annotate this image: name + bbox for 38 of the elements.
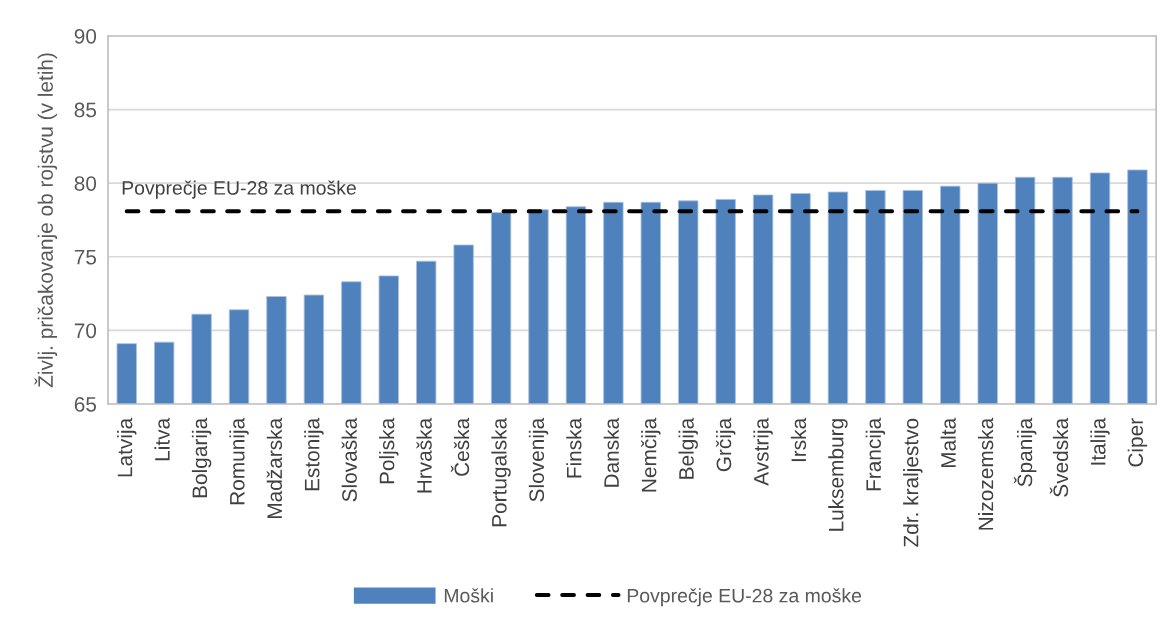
- y-tick-label: 70: [74, 323, 97, 339]
- y-tick-label: 65: [74, 396, 97, 412]
- x-tick-label: Litva: [154, 417, 170, 461]
- x-tick-label: Malta: [940, 417, 956, 468]
- y-tick-label: 90: [74, 28, 97, 44]
- x-tick-label: Slovaška: [341, 417, 357, 502]
- y-tick-label: 80: [74, 176, 97, 191]
- x-tick-label: Poljska: [379, 417, 399, 484]
- x-tick-label: Finska: [566, 417, 582, 478]
- x-tick-label: Madžarska: [266, 417, 283, 519]
- x-tick-label: Luksemburg: [828, 419, 848, 531]
- y-tick-label: 75: [74, 250, 97, 265]
- x-tick-label: Češka: [450, 417, 470, 476]
- x-tick-label: Ciper: [1127, 418, 1148, 467]
- x-tick-label: Slovenija: [528, 417, 549, 502]
- x-tick-label: Španija: [1013, 417, 1037, 487]
- annotation: Povprečje EU-28 za moške: [122, 180, 356, 199]
- x-tick-label: Zdr. kraljestvo: [903, 418, 923, 547]
- x-tick-label: Belgija: [678, 417, 698, 479]
- legend-label: Moški: [444, 588, 493, 603]
- x-tick-label: Estonija: [304, 417, 324, 491]
- x-tick-label: Grčija: [715, 417, 736, 472]
- x-tick-label: Danska: [603, 417, 619, 487]
- x-tick-label: Nemčija: [641, 417, 661, 492]
- x-tick-label: Hrvaška: [416, 417, 432, 493]
- x-tick-label: Avstrija: [753, 417, 773, 486]
- x-tick-label: Bolgarija: [191, 417, 212, 498]
- x-tick-label: Italija: [1090, 417, 1110, 465]
- x-tick-label: Romunija: [229, 417, 249, 505]
- y-tick-label: 85: [74, 102, 97, 118]
- legend-label: Povprečje EU-28 za moške: [627, 588, 862, 607]
- x-tick-label: Portugalska: [491, 417, 511, 527]
- x-tick-label: Francija: [865, 417, 886, 491]
- x-tick-label: Latvija: [117, 417, 137, 477]
- y-axis-title: Življ. pričakovanje ob rojstvu (v letih): [34, 53, 58, 388]
- x-tick-label: Švedska: [1049, 417, 1069, 497]
- x-tick-label: Irska: [790, 417, 807, 462]
- x-tick-label: Nizozemska: [977, 417, 994, 530]
